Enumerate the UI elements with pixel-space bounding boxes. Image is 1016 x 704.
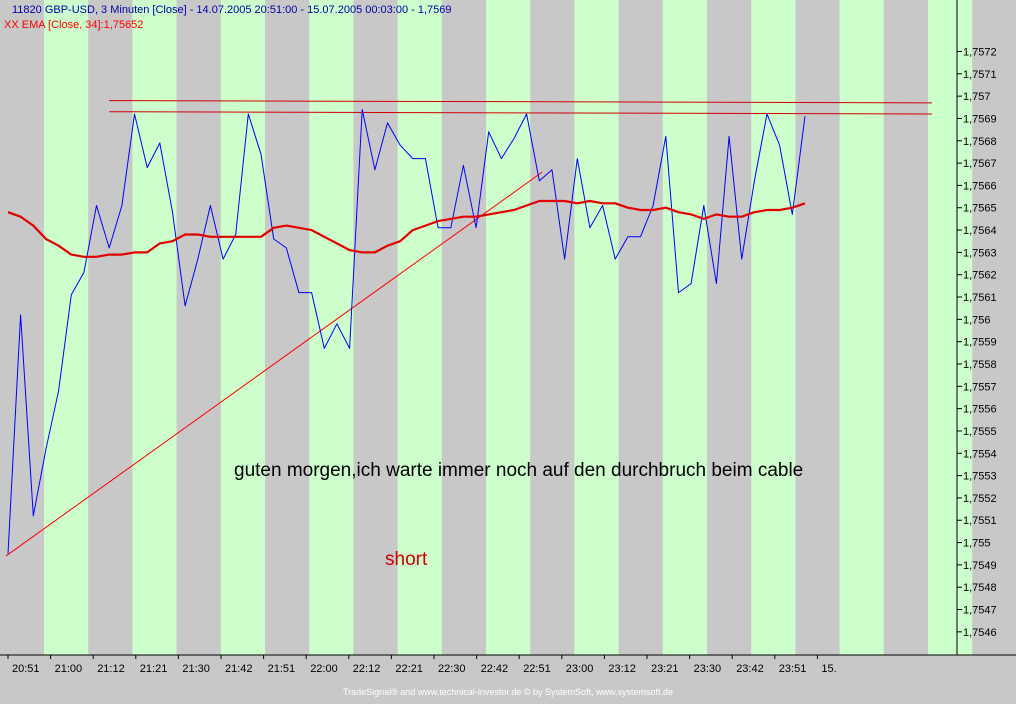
ema-series-line	[7, 199, 806, 258]
time-band-green	[751, 0, 796, 655]
y-tick-label: 1,7564	[963, 225, 997, 237]
x-tick-label: 23:21	[651, 663, 679, 675]
x-tick-label: 22:42	[481, 663, 509, 675]
y-tick-label: 1,7571	[963, 69, 997, 81]
y-tick-label: 1,7568	[963, 136, 997, 148]
y-tick-label: 1,7546	[963, 627, 997, 639]
time-band-green	[486, 0, 531, 655]
chart-header-line2: XX EMA [Close, 34]:1,75652	[4, 19, 143, 31]
time-band-green	[928, 0, 973, 655]
x-tick-label: 22:51	[523, 663, 551, 675]
annotation-short: short	[385, 549, 428, 570]
resistance-line	[109, 111, 933, 115]
x-tick-label: 21:00	[55, 663, 83, 675]
time-band-green	[220, 0, 265, 655]
y-tick-label: 1,7563	[963, 247, 997, 259]
y-tick-label: 1,7569	[963, 113, 997, 125]
y-tick-label: 1,7547	[963, 605, 997, 617]
y-axis: 1,7546 1,7547 1,7548 1,7549 1,755 1,7551 1,755…	[0, 0, 1016, 656]
y-tick-label: 1,7551	[963, 515, 997, 527]
annotation-comment: guten morgen,ich warte immer noch auf de…	[234, 460, 803, 481]
y-tick-label: 1,757	[963, 91, 991, 103]
price-series-line	[7, 109, 806, 554]
x-tick-label: 22:12	[353, 663, 381, 675]
y-tick-label: 1,7572	[963, 46, 997, 58]
time-band-green	[132, 0, 177, 655]
time-band-green	[839, 0, 884, 655]
trend-line	[5, 171, 543, 557]
x-tick-label: 21:30	[182, 663, 210, 675]
y-tick-label: 1,7561	[963, 292, 997, 304]
chart-header-line1: 11820 GBP-USD, 3 Minuten [Close] - 14.07…	[12, 4, 451, 16]
y-tick-label: 1,7555	[963, 426, 997, 438]
time-band-green	[397, 0, 442, 655]
x-tick-label: 23:12	[608, 663, 636, 675]
y-tick-label: 1,7552	[963, 493, 997, 505]
x-axis: 20:51 21:00 21:12 21:21 21:30 21:42 21:51 22:00…	[7, 655, 837, 675]
x-tick-label: 23:30	[694, 663, 722, 675]
x-tick-label: 21:42	[225, 663, 253, 675]
time-band-green	[44, 0, 89, 655]
footer-credit: TradeSignal® and www.technical-investor.…	[0, 686, 1016, 699]
time-band-green	[662, 0, 707, 655]
y-tick-label: 1,7554	[963, 448, 997, 460]
x-tick-label: 21:51	[268, 663, 296, 675]
time-band-green	[309, 0, 354, 655]
x-tick-label: 22:21	[395, 663, 423, 675]
series-lines	[5, 100, 933, 557]
time-band-green	[574, 0, 619, 655]
x-tick-label: 22:00	[310, 663, 338, 675]
y-tick-label: 1,7566	[963, 180, 997, 192]
y-tick-label: 1,7558	[963, 359, 997, 371]
x-tick-label: 23:51	[779, 663, 807, 675]
x-tick-label: 21:12	[97, 663, 125, 675]
x-tick-label: 23:42	[736, 663, 764, 675]
y-tick-label: 1,7549	[963, 560, 997, 572]
x-tick-label: 22:30	[438, 663, 466, 675]
y-tick-label: 1,7548	[963, 582, 997, 594]
x-tick-label: 21:21	[140, 663, 168, 675]
y-tick-label: 1,7553	[963, 471, 997, 483]
y-tick-label: 1,7559	[963, 337, 997, 349]
y-tick-label: 1,756	[963, 314, 991, 326]
y-tick-label: 1,7567	[963, 158, 997, 170]
y-tick-label: 1,755	[963, 538, 991, 550]
x-tick-label: 15.	[821, 663, 836, 675]
y-tick-label: 1,7557	[963, 381, 997, 393]
resistance-line	[109, 100, 933, 104]
y-tick-label: 1,7565	[963, 203, 997, 215]
x-tick-label: 20:51	[12, 663, 40, 675]
y-tick-label: 1,7556	[963, 404, 997, 416]
y-tick-label: 1,7562	[963, 270, 997, 282]
x-tick-label: 23:00	[566, 663, 594, 675]
chart-labels: 11820 GBP-USD, 3 Minuten [Close] - 14.07…	[4, 4, 803, 570]
